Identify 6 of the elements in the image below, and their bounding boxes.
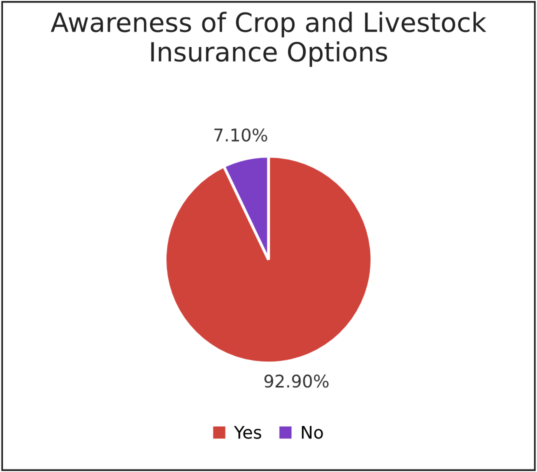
data-label: 7.10% — [214, 128, 268, 142]
pie-slice — [164, 154, 374, 364]
legend-label: No — [302, 426, 323, 439]
chart-title: Awareness of Crop and Livestock Insurance Options — [50, 12, 486, 67]
legend-label: Yes — [234, 426, 262, 439]
data-label: 92.90% — [264, 374, 329, 388]
